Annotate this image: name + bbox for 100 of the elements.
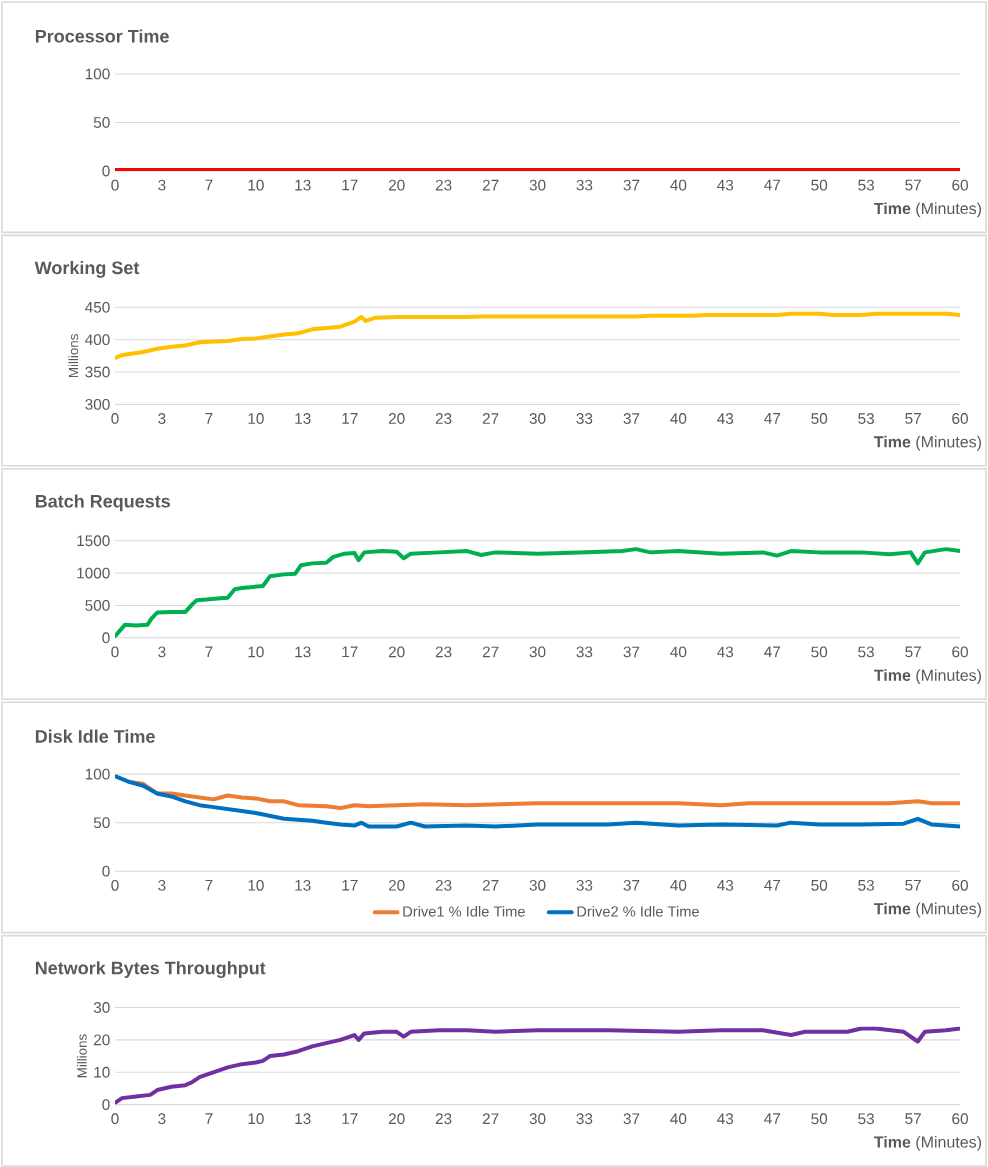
y-tick-label: 20 (94, 1034, 110, 1046)
x-tick-label: 13 (295, 179, 311, 191)
x-tick-label: 40 (670, 879, 687, 891)
x-tick-label: 33 (576, 413, 593, 424)
legend-label: Drive2 % Idle Time (577, 905, 699, 917)
x-tick-label: 23 (435, 1113, 452, 1125)
x-tick-label: 27 (482, 413, 499, 424)
x-tick-label: 7 (205, 879, 213, 891)
x-tick-label: 60 (952, 413, 968, 424)
x-axis-title: Time (Minutes) (874, 435, 981, 451)
y-tick-label: 450 (85, 301, 110, 313)
x-tick-label: 3 (158, 179, 166, 191)
x-tick-label: 47 (764, 179, 781, 191)
x-tick-label: 33 (576, 646, 593, 658)
x-tick-label: 53 (858, 879, 874, 891)
y-axis-title: Millions (76, 1034, 87, 1078)
y-tick-label: 400 (85, 334, 110, 346)
x-tick-label: 37 (623, 413, 640, 424)
y-tick-label: 1500 (77, 535, 110, 547)
x-tick-label: 30 (529, 879, 546, 891)
x-tick-label: 13 (295, 879, 311, 891)
x-tick-label: 60 (952, 879, 968, 891)
x-tick-label: 3 (158, 1113, 166, 1125)
x-tick-label: 7 (205, 646, 213, 658)
x-tick-label: 17 (342, 179, 358, 191)
x-tick-label: 43 (717, 1113, 734, 1125)
y-tick-label: 350 (85, 366, 110, 378)
x-tick-label: 23 (435, 879, 452, 891)
x-tick-label: 17 (342, 413, 358, 424)
x-tick-label: 7 (205, 179, 213, 191)
x-tick-label: 60 (952, 646, 968, 658)
x-tick-label: 7 (205, 1113, 213, 1124)
x-tick-label: 0 (111, 1113, 119, 1125)
x-tick-label: 53 (858, 646, 874, 658)
x-tick-label: 57 (905, 879, 921, 891)
x-tick-label: 10 (248, 646, 264, 658)
y-tick-label: 10 (94, 1066, 110, 1078)
y-tick-label: 0 (102, 865, 110, 877)
x-tick-label: 40 (670, 413, 687, 424)
x-tick-label: 27 (482, 646, 499, 658)
x-tick-label: 60 (952, 1113, 968, 1125)
y-axis-title: Millions (68, 334, 79, 377)
chart-title: Disk Idle Time (35, 729, 155, 743)
x-tick-label: 53 (858, 179, 874, 191)
y-tick-label: 0 (102, 1099, 110, 1111)
x-tick-label: 7 (205, 413, 213, 424)
x-tick-label: 3 (158, 646, 166, 658)
x-tick-label: 30 (529, 179, 546, 191)
chart-title: Working Set (34, 260, 140, 278)
x-tick-label: 20 (388, 1113, 405, 1125)
x-tick-label: 0 (111, 646, 119, 658)
x-axis-title: Time (Minutes) (874, 202, 981, 218)
x-tick-label: 10 (248, 413, 264, 424)
y-tick-label: 500 (85, 600, 110, 611)
chart-title: Network Bytes Throughput (35, 961, 266, 979)
x-tick-label: 47 (764, 413, 781, 424)
x-tick-label: 13 (295, 413, 311, 424)
x-tick-label: 27 (482, 179, 499, 191)
chart-title: Processor Time (35, 29, 169, 43)
y-tick-label: 50 (93, 817, 110, 829)
x-tick-label: 30 (529, 413, 546, 424)
x-tick-label: 53 (858, 1113, 874, 1125)
x-tick-label: 17 (342, 879, 358, 891)
x-tick-label: 33 (576, 1113, 593, 1125)
x-axis-title: Time (Minutes) (874, 1135, 981, 1151)
x-tick-label: 0 (111, 413, 119, 424)
x-tick-label: 27 (482, 1113, 499, 1125)
x-tick-label: 20 (388, 179, 405, 191)
x-tick-label: 40 (670, 646, 687, 658)
y-tick-label: 1000 (77, 567, 110, 579)
legend-label: Drive1 % Idle Time (403, 905, 525, 917)
x-tick-label: 37 (623, 879, 640, 891)
x-tick-label: 37 (623, 1113, 640, 1125)
x-tick-label: 57 (905, 413, 921, 424)
x-tick-label: 27 (482, 879, 499, 891)
x-tick-label: 43 (717, 879, 734, 891)
x-tick-label: 23 (435, 413, 452, 424)
x-tick-label: 20 (388, 646, 405, 658)
x-tick-label: 50 (811, 646, 828, 658)
y-tick-label: 50 (93, 117, 110, 128)
x-tick-label: 50 (811, 879, 828, 891)
x-tick-label: 17 (342, 1113, 358, 1124)
x-axis-title: Time (Minutes) (874, 669, 981, 685)
y-tick-label: 100 (85, 68, 110, 80)
x-tick-label: 37 (623, 646, 640, 658)
x-tick-label: 57 (905, 1113, 921, 1124)
x-tick-label: 20 (388, 413, 405, 424)
x-tick-label: 20 (388, 879, 405, 891)
x-tick-label: 53 (858, 413, 874, 424)
x-tick-label: 10 (248, 179, 264, 191)
x-tick-label: 37 (623, 179, 640, 191)
x-tick-label: 23 (435, 646, 452, 658)
y-tick-label: 100 (85, 768, 110, 780)
x-tick-label: 13 (295, 1113, 311, 1125)
x-tick-label: 40 (670, 1113, 687, 1125)
x-tick-label: 30 (529, 1113, 546, 1125)
x-tick-label: 33 (576, 179, 593, 191)
x-tick-label: 23 (435, 179, 452, 191)
x-tick-label: 0 (111, 179, 119, 191)
x-tick-label: 57 (905, 179, 921, 191)
